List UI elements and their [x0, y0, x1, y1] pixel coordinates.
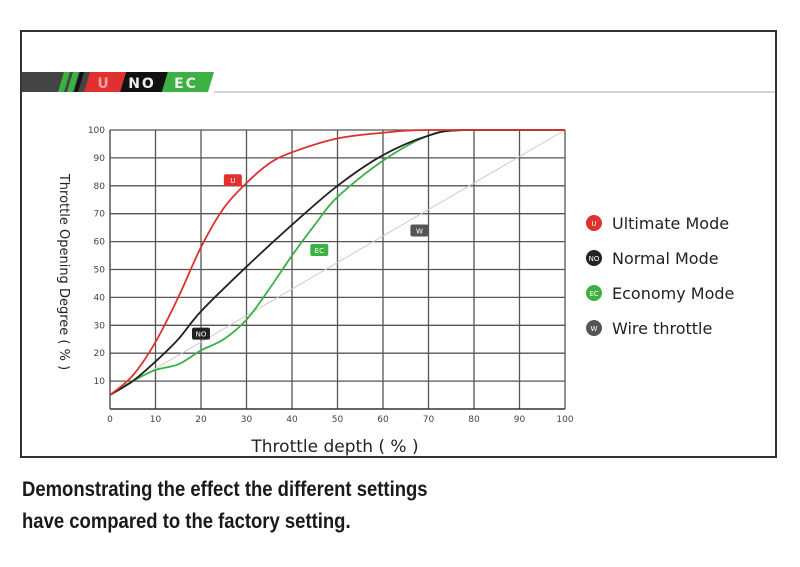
series-line-u	[109, 129, 565, 396]
legend-icon-text: U	[591, 220, 596, 228]
legend-label: Economy Mode	[612, 284, 734, 303]
y-tick-label: 60	[94, 238, 106, 248]
logo-stripe	[74, 72, 84, 92]
x-tick-label: 100	[556, 415, 573, 425]
legend-label: Wire throttle	[612, 319, 712, 338]
y-tick-label: 90	[94, 154, 106, 164]
y-tick-label: 20	[94, 349, 106, 359]
x-axis-label: Throttle depth ( % )	[250, 437, 418, 457]
y-tick-label: 70	[94, 210, 106, 220]
series-marker-text: U	[230, 177, 235, 185]
x-tick-label: 0	[107, 415, 113, 425]
series-line-no	[109, 129, 565, 396]
x-tick-label: 70	[423, 415, 435, 425]
legend-icon-text: EC	[589, 290, 598, 298]
x-tick-label: 30	[241, 415, 253, 425]
series-marker-no	[192, 327, 210, 340]
y-tick-label: 30	[94, 321, 106, 331]
series-marker-text: W	[416, 227, 423, 235]
x-tick-label: 80	[468, 415, 480, 425]
series-marker-text: NO	[196, 331, 207, 339]
legend-label: Ultimate Mode	[612, 214, 729, 233]
logo-stripe	[58, 72, 70, 92]
y-axis-label: Throttle Opening Degree ( % )	[56, 173, 71, 370]
caption-line-2: have compared to the factory setting.	[22, 510, 351, 533]
legend-icon-text: W	[591, 325, 598, 333]
legend-icon-u	[586, 215, 602, 231]
y-tick-label: 10	[94, 377, 106, 387]
legend-label: Normal Mode	[612, 249, 719, 268]
series-marker-w	[410, 224, 429, 237]
logo-stripe	[67, 72, 79, 92]
legend-icon-text: NO	[589, 255, 600, 263]
x-tick-label: 60	[377, 415, 389, 425]
x-tick-label: 20	[195, 415, 207, 425]
logo-segment-u	[84, 72, 126, 92]
legend-icon-no	[586, 250, 602, 266]
x-tick-label: 90	[514, 415, 526, 425]
y-tick-label: 50	[94, 266, 106, 276]
y-tick-label: 80	[94, 182, 106, 192]
legend-icon-ec	[586, 285, 602, 301]
logo-text-ec: EC	[174, 76, 198, 92]
logo-text-u: U	[97, 76, 110, 92]
x-tick-label: 40	[286, 415, 298, 425]
chart-frame	[20, 30, 777, 458]
caption-line-1: Demonstrating the effect the different s…	[22, 478, 428, 501]
series-marker-text: EC	[315, 247, 324, 255]
y-tick-label: 100	[88, 126, 105, 136]
series-marker-ec	[310, 243, 329, 256]
series-marker-u	[223, 174, 242, 187]
logo-segment-ec	[162, 72, 214, 92]
logo-segment-no	[120, 72, 168, 92]
x-tick-label: 10	[150, 415, 162, 425]
x-tick-label: 50	[332, 415, 344, 425]
y-tick-label: 40	[94, 293, 106, 303]
legend-icon-w	[586, 320, 602, 336]
logo-text-no: NO	[128, 76, 156, 92]
